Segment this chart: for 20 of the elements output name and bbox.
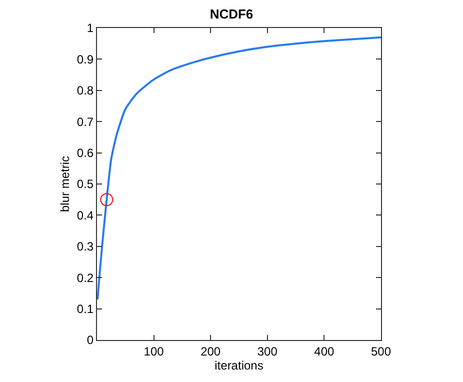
y-tick-label: 0.7: [76, 114, 94, 129]
y-axis-title: blur metric: [58, 156, 72, 212]
y-tick-label: 1: [86, 21, 94, 36]
y-tick-label: 0.4: [76, 208, 94, 222]
y-tick-label: 0.5: [76, 177, 94, 192]
y-tick-label: 0.9: [76, 52, 94, 66]
x-tick-label: 500: [370, 344, 392, 358]
y-tick-label: 0.3: [76, 240, 94, 254]
x-tick-label: 200: [200, 344, 221, 358]
line-series: [97, 36, 381, 300]
x-tick-label: 100: [144, 344, 164, 358]
chart-title: NCDF6: [210, 6, 254, 22]
x-tick-label: 300: [257, 344, 278, 358]
y-tick-label: 0.2: [76, 270, 94, 285]
x-tick-label: 400: [314, 344, 335, 358]
y-tick-label: 0.8: [76, 84, 94, 98]
y-tick-label: 0.1: [76, 302, 94, 316]
y-tick-label: 0.6: [76, 146, 94, 160]
y-tick-label: 0: [86, 333, 94, 348]
x-axis-title: iterations: [214, 358, 264, 372]
